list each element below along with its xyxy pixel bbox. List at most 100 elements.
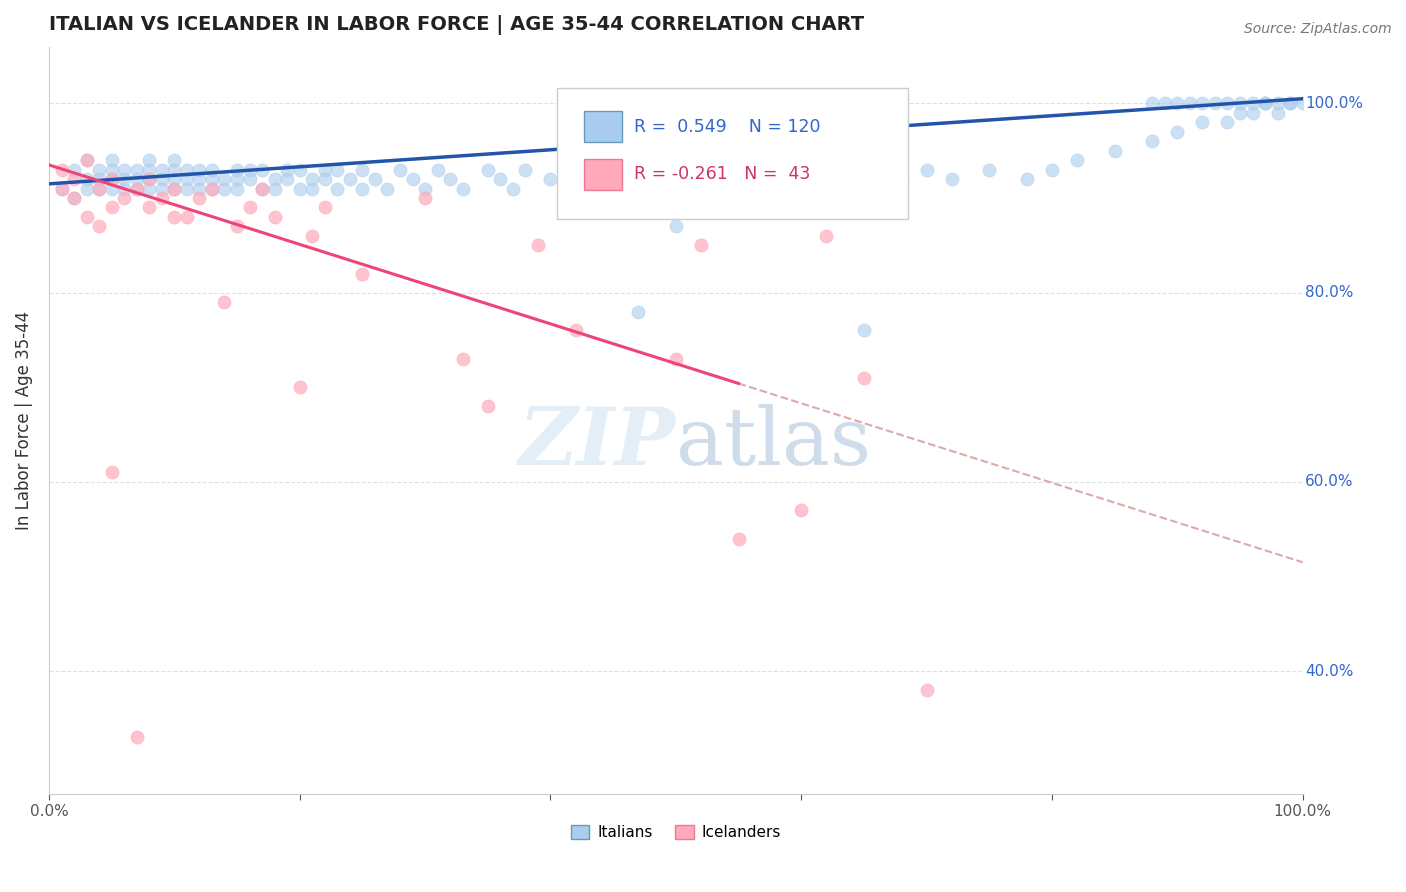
- Point: [451, 351, 474, 366]
- Point: [188, 181, 211, 195]
- Point: [201, 181, 224, 195]
- Point: [314, 162, 336, 177]
- Point: [150, 191, 173, 205]
- Point: [288, 380, 311, 394]
- Point: [276, 162, 298, 177]
- FancyBboxPatch shape: [557, 87, 908, 219]
- Point: [401, 172, 423, 186]
- Point: [765, 181, 787, 195]
- Point: [941, 172, 963, 186]
- Point: [63, 162, 86, 177]
- Point: [125, 162, 148, 177]
- Point: [815, 228, 838, 243]
- Point: [138, 181, 160, 195]
- Point: [1153, 96, 1175, 111]
- Point: [87, 162, 110, 177]
- Text: 80.0%: 80.0%: [1305, 285, 1354, 300]
- Point: [288, 181, 311, 195]
- Point: [163, 181, 186, 195]
- Point: [602, 162, 624, 177]
- Point: [564, 323, 586, 337]
- Point: [690, 172, 713, 186]
- Point: [815, 172, 838, 186]
- Point: [125, 172, 148, 186]
- Point: [163, 181, 186, 195]
- Point: [125, 181, 148, 195]
- Point: [250, 181, 273, 195]
- Point: [214, 181, 236, 195]
- Point: [527, 238, 550, 252]
- Point: [87, 219, 110, 234]
- Point: [979, 162, 1001, 177]
- Point: [1191, 96, 1213, 111]
- Point: [112, 191, 135, 205]
- Point: [426, 162, 449, 177]
- Text: 40.0%: 40.0%: [1305, 664, 1354, 679]
- Point: [326, 162, 349, 177]
- Point: [352, 162, 374, 177]
- Point: [1166, 96, 1188, 111]
- Point: [288, 162, 311, 177]
- Point: [640, 172, 662, 186]
- Point: [301, 181, 323, 195]
- Point: [125, 181, 148, 195]
- Point: [63, 172, 86, 186]
- Point: [1104, 144, 1126, 158]
- Point: [100, 466, 122, 480]
- Point: [790, 503, 813, 517]
- Point: [1015, 172, 1038, 186]
- Point: [477, 162, 499, 177]
- Point: [63, 191, 86, 205]
- Point: [1166, 125, 1188, 139]
- Point: [352, 181, 374, 195]
- Point: [138, 162, 160, 177]
- Point: [665, 351, 688, 366]
- Point: [727, 532, 749, 546]
- Point: [51, 181, 73, 195]
- Point: [250, 181, 273, 195]
- Point: [852, 323, 875, 337]
- Point: [201, 172, 224, 186]
- Point: [163, 172, 186, 186]
- Point: [326, 181, 349, 195]
- Point: [112, 181, 135, 195]
- Point: [1279, 96, 1302, 111]
- Point: [352, 267, 374, 281]
- Point: [1178, 96, 1201, 111]
- Point: [176, 162, 198, 177]
- Point: [76, 210, 98, 224]
- Text: atlas: atlas: [676, 404, 870, 482]
- Point: [100, 201, 122, 215]
- Point: [502, 181, 524, 195]
- Point: [226, 162, 249, 177]
- Point: [112, 172, 135, 186]
- Point: [239, 201, 262, 215]
- Point: [314, 201, 336, 215]
- Point: [176, 210, 198, 224]
- Y-axis label: In Labor Force | Age 35-44: In Labor Force | Age 35-44: [15, 310, 32, 530]
- Point: [790, 162, 813, 177]
- Point: [87, 172, 110, 186]
- Point: [63, 191, 86, 205]
- Text: Source: ZipAtlas.com: Source: ZipAtlas.com: [1244, 22, 1392, 37]
- Point: [263, 210, 285, 224]
- Point: [138, 172, 160, 186]
- Point: [51, 162, 73, 177]
- Point: [76, 181, 98, 195]
- Point: [852, 371, 875, 385]
- Point: [489, 172, 512, 186]
- Point: [364, 172, 387, 186]
- Point: [163, 210, 186, 224]
- Text: ITALIAN VS ICELANDER IN LABOR FORCE | AGE 35-44 CORRELATION CHART: ITALIAN VS ICELANDER IN LABOR FORCE | AG…: [49, 15, 865, 35]
- Point: [451, 181, 474, 195]
- Point: [76, 153, 98, 168]
- Point: [100, 172, 122, 186]
- Point: [100, 172, 122, 186]
- Point: [51, 181, 73, 195]
- Point: [1279, 96, 1302, 111]
- Point: [150, 172, 173, 186]
- Point: [1040, 162, 1063, 177]
- Point: [413, 191, 436, 205]
- Text: 60.0%: 60.0%: [1305, 475, 1354, 490]
- Point: [125, 731, 148, 745]
